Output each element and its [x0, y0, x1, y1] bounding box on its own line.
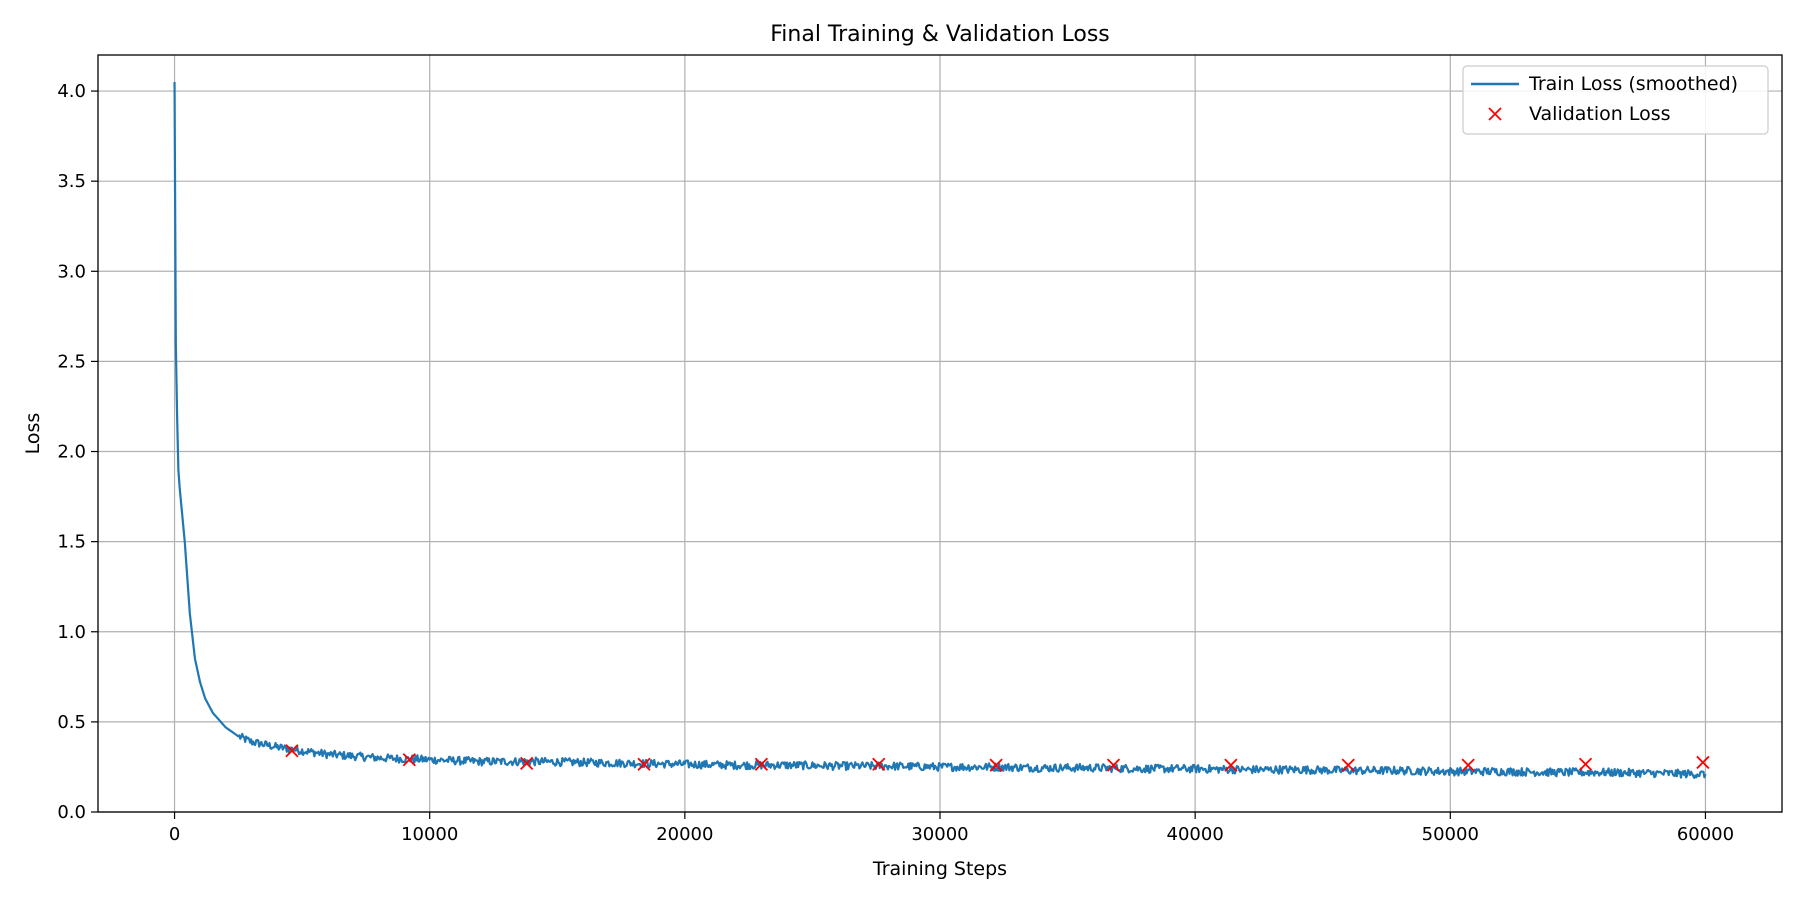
- validation-point: [989, 758, 1003, 772]
- y-tick-label: 4.0: [57, 81, 86, 102]
- x-tick-label: 30000: [911, 824, 968, 845]
- validation-point: [285, 744, 299, 758]
- legend-marker-stroke: [1488, 107, 1502, 121]
- grid: [98, 55, 1782, 813]
- validation-point: [520, 756, 534, 770]
- chart-title: Final Training & Validation Loss: [770, 22, 1110, 47]
- ticks: 0 10000 20000 30000 40000 50000 60000 0.0 0.5 1.0…: [57, 81, 1734, 845]
- validation-point: [754, 757, 769, 771]
- validation-point: [402, 753, 416, 767]
- validation-marker-stroke: [285, 744, 299, 758]
- x-tick-label: 60000: [1677, 824, 1734, 845]
- y-tick-label: 2.5: [57, 351, 86, 372]
- validation-marker-stroke: [754, 757, 769, 771]
- y-tick-label: 1.5: [57, 532, 86, 553]
- validation-marker-stroke: [1578, 757, 1593, 771]
- validation-marker-stroke: [637, 757, 651, 771]
- x-tick-label: 10000: [401, 824, 458, 845]
- validation-point: [1461, 758, 1475, 772]
- y-tick-label: 3.5: [57, 171, 86, 192]
- x-tick-label: 0: [169, 824, 180, 845]
- train-loss-line: [173, 82, 1707, 779]
- x-tick-label: 40000: [1167, 824, 1224, 845]
- x-tick-label: 50000: [1422, 824, 1479, 845]
- validation-point: [872, 757, 886, 771]
- y-axis-title: Loss: [22, 413, 44, 455]
- y-tick-label: 0.5: [57, 712, 86, 733]
- validation-marker-stroke: [1341, 758, 1355, 772]
- legend-validation-swatch: [1488, 107, 1502, 121]
- validation-marker-stroke: [872, 757, 886, 771]
- validation-marker-stroke: [520, 756, 534, 770]
- y-tick-label: 1.0: [57, 622, 86, 643]
- validation-marker-stroke: [402, 753, 416, 767]
- legend: Train Loss (smoothed) Validation Loss: [1462, 65, 1769, 135]
- validation-marker-stroke: [1106, 758, 1121, 772]
- legend-validation-label: Validation Loss: [1529, 103, 1671, 125]
- y-tick-label: 2.0: [57, 442, 86, 463]
- validation-marker-stroke: [989, 758, 1003, 772]
- y-tick-label: 0.0: [57, 802, 86, 823]
- y-tick-label: 3.0: [57, 261, 86, 282]
- x-axis-title: Training Steps: [872, 858, 1007, 880]
- validation-point: [1106, 758, 1121, 772]
- validation-marker-stroke: [1696, 755, 1710, 770]
- validation-marker-stroke: [1224, 758, 1238, 772]
- x-tick-label: 20000: [656, 824, 713, 845]
- legend-train-label: Train Loss (smoothed): [1528, 73, 1738, 95]
- validation-point: [1696, 755, 1710, 770]
- validation-point: [1578, 757, 1593, 771]
- validation-point: [637, 757, 651, 771]
- legend-box: [1462, 65, 1769, 135]
- validation-marker-stroke: [1461, 758, 1475, 772]
- series-layer: [173, 82, 1710, 779]
- validation-point: [1224, 758, 1238, 772]
- validation-point: [1341, 758, 1355, 772]
